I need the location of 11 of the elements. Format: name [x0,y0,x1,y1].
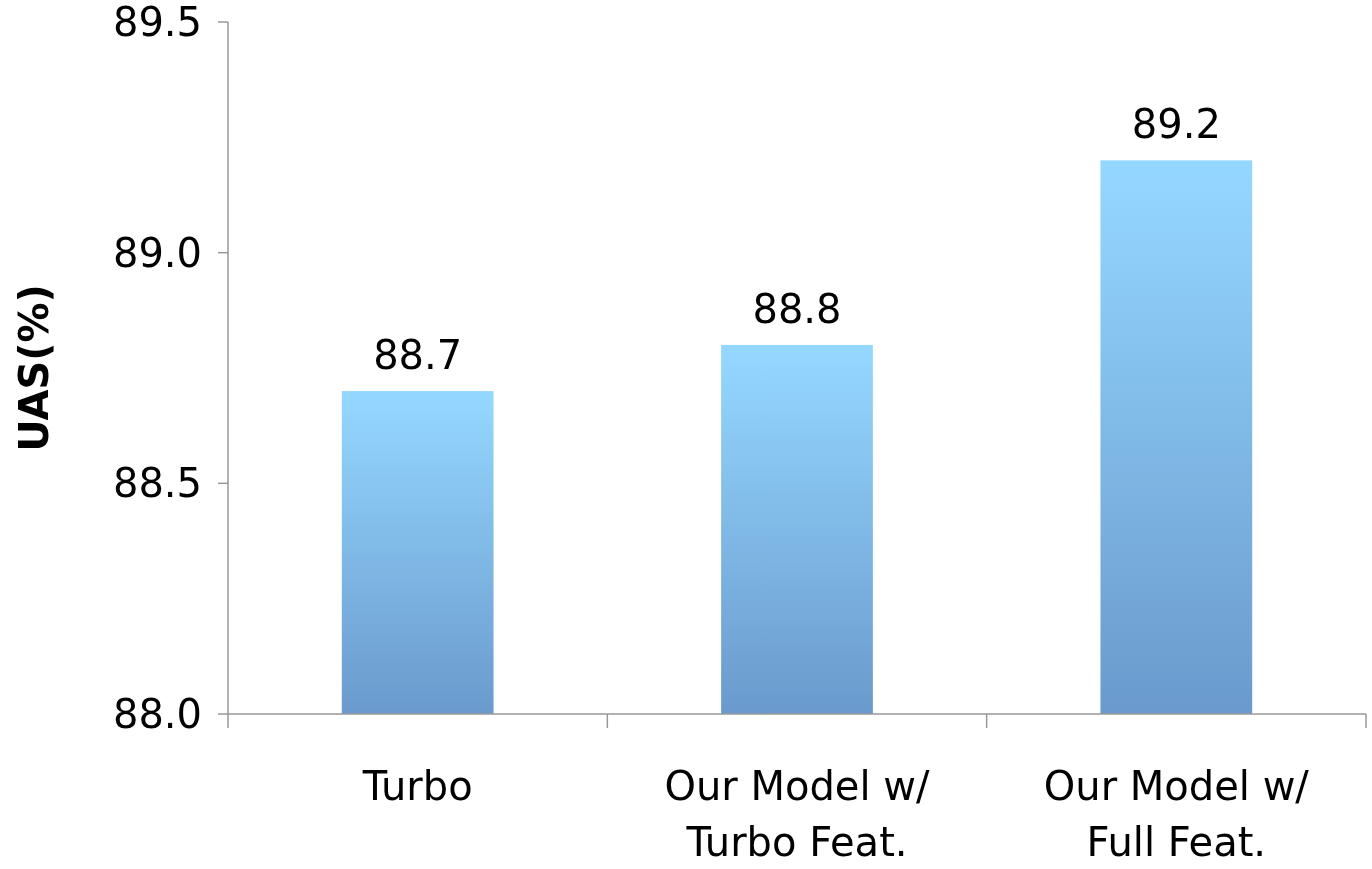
data-label: 89.2 [1131,101,1221,148]
y-axis-title: UAS(%) [11,284,57,452]
x-tick-label: Turbo [361,763,473,809]
x-tick-label: Our Model w/ Full Feat. [1043,763,1310,865]
y-tick-label: 88.5 [112,460,202,507]
data-label: 88.7 [373,332,463,379]
x-tick-label: Our Model w/ Turbo Feat. [664,763,931,865]
y-tick-label: 88.0 [112,691,202,737]
data-label: 88.8 [752,285,842,332]
y-tick-label: 89.0 [112,229,202,276]
y-tick-label: 89.5 [112,0,202,45]
